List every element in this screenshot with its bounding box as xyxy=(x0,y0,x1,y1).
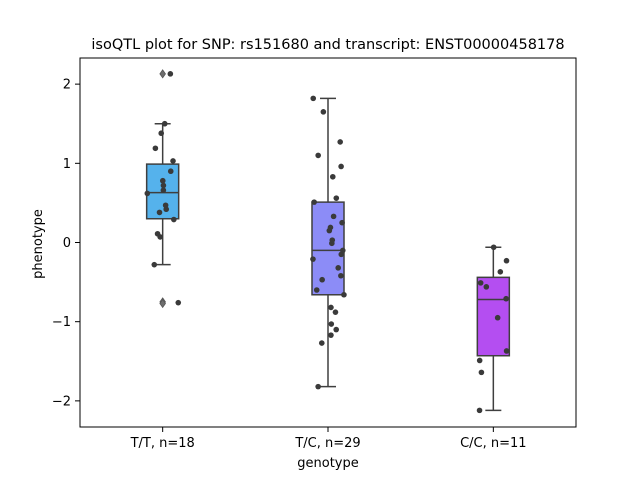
box-1 xyxy=(311,201,345,296)
data-point xyxy=(335,265,342,271)
data-point xyxy=(315,383,321,390)
outlier-marker xyxy=(159,69,166,79)
y-tick-label: 0 xyxy=(63,236,71,251)
data-point xyxy=(170,158,176,164)
data-point xyxy=(159,177,166,184)
data-point xyxy=(160,187,167,194)
y-axis-label: phenotype xyxy=(31,209,46,279)
data-point xyxy=(483,284,490,290)
data-point xyxy=(497,268,504,275)
data-point xyxy=(151,261,158,268)
data-point xyxy=(156,209,163,216)
data-point xyxy=(338,251,345,258)
data-point xyxy=(338,163,344,170)
data-point xyxy=(503,295,509,302)
data-point xyxy=(333,326,340,333)
data-point xyxy=(328,332,334,338)
data-point xyxy=(330,213,337,220)
data-point xyxy=(328,304,334,311)
data-point xyxy=(329,173,336,180)
data-point xyxy=(163,206,170,213)
data-point xyxy=(171,216,177,223)
data-point xyxy=(310,95,317,102)
data-point xyxy=(490,244,497,251)
data-point xyxy=(333,195,340,201)
data-point xyxy=(158,130,165,137)
data-point xyxy=(152,145,159,152)
data-point xyxy=(476,357,483,364)
data-point xyxy=(160,182,167,189)
chart-title: isoQTL plot for SNP: rs151680 and transc… xyxy=(91,37,564,53)
data-point xyxy=(315,152,321,159)
data-point xyxy=(311,199,317,205)
data-point xyxy=(310,256,316,262)
data-point xyxy=(329,240,335,247)
plot-area: −2 −1 0 1 2 T/T, n=18 T/C, n=29 C/C, n=11 xyxy=(52,57,577,451)
data-point xyxy=(338,272,344,279)
data-point xyxy=(144,190,151,197)
x-tick-label: C/C, n=11 xyxy=(460,436,526,451)
data-point xyxy=(313,287,320,293)
data-point xyxy=(175,299,182,306)
data-point xyxy=(328,321,335,327)
data-point xyxy=(337,139,343,145)
y-tick-label: −1 xyxy=(52,315,71,330)
data-point xyxy=(319,276,325,283)
x-tick-label: T/T, n=18 xyxy=(130,436,195,451)
y-tick-label: 1 xyxy=(63,157,71,172)
data-point xyxy=(161,120,168,127)
data-point xyxy=(494,314,501,321)
data-point xyxy=(157,234,163,240)
box-2 xyxy=(476,276,511,357)
data-point xyxy=(326,227,333,234)
data-point xyxy=(341,291,347,298)
data-point xyxy=(320,109,327,115)
data-point xyxy=(167,168,174,175)
y-tick-label: 2 xyxy=(63,78,71,93)
outlier-marker xyxy=(159,298,166,309)
data-point xyxy=(318,340,325,346)
x-axis-label: genotype xyxy=(297,456,358,471)
data-point xyxy=(167,71,174,77)
x-tick-label: T/C, n=29 xyxy=(294,436,360,451)
data-point xyxy=(477,280,484,286)
data-point xyxy=(503,348,510,354)
data-point xyxy=(339,219,345,226)
data-point xyxy=(503,257,510,264)
data-point xyxy=(332,309,339,315)
data-point xyxy=(476,407,483,414)
y-tick-label: −2 xyxy=(52,394,71,409)
data-point xyxy=(478,369,485,376)
